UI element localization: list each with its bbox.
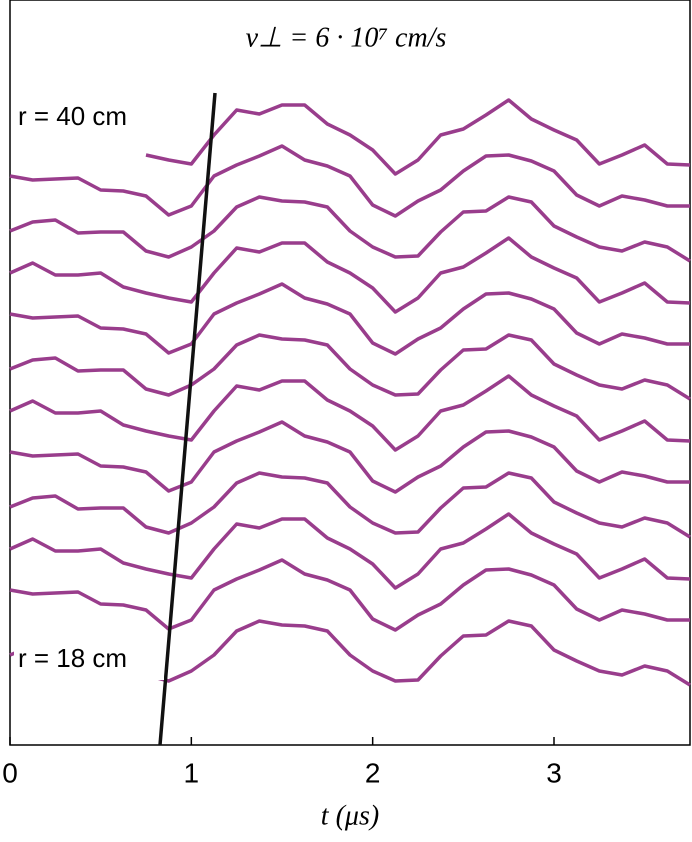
label-bg bbox=[14, 640, 164, 680]
annotation: r = 40 cm bbox=[18, 101, 127, 131]
trace bbox=[9, 420, 690, 494]
label-bg bbox=[14, 98, 164, 138]
slope-line bbox=[158, 92, 217, 746]
trace bbox=[9, 144, 690, 218]
x-tick-label: 1 bbox=[184, 757, 200, 788]
trace bbox=[9, 195, 691, 263]
trace bbox=[9, 471, 691, 539]
trace bbox=[9, 236, 691, 314]
trace bbox=[9, 333, 691, 401]
x-tick-label: 0 bbox=[2, 757, 18, 788]
chart-title: v⊥ = 6 · 10⁷ cm/s bbox=[246, 22, 447, 53]
x-tick-label: 2 bbox=[365, 757, 381, 788]
trace bbox=[9, 282, 690, 356]
trace bbox=[9, 558, 690, 632]
trace bbox=[9, 512, 691, 590]
annotation: r = 18 cm bbox=[18, 643, 127, 673]
plot-frame bbox=[9, 0, 691, 746]
trace bbox=[9, 374, 691, 452]
trace bbox=[145, 98, 691, 176]
x-axis-label: t (μs) bbox=[321, 800, 379, 831]
x-tick-label: 3 bbox=[546, 757, 562, 788]
